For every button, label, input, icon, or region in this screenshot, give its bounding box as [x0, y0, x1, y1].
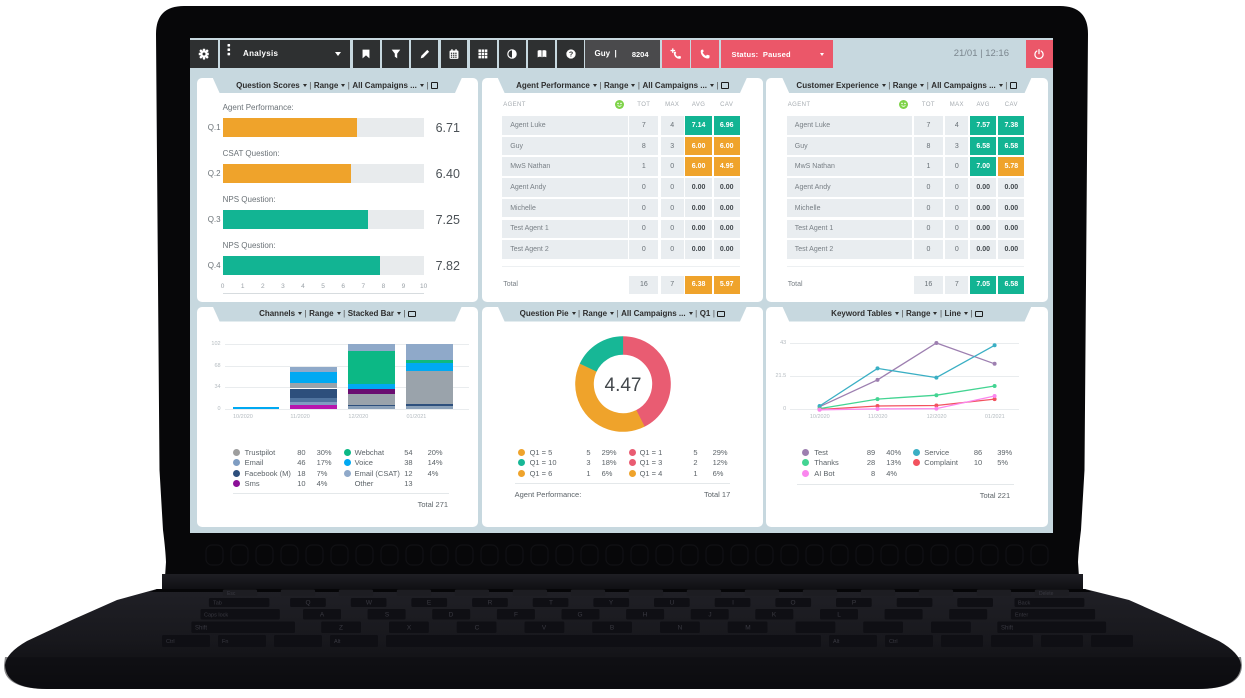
svg-text:O: O [790, 600, 795, 607]
svg-text:Alt: Alt [334, 639, 341, 645]
svg-text:V: V [542, 625, 547, 632]
svg-text:P: P [852, 600, 856, 607]
svg-text:W: W [366, 600, 373, 607]
svg-text:T: T [549, 600, 553, 607]
svg-text:L: L [837, 611, 841, 618]
svg-text:M: M [745, 625, 750, 632]
svg-text:K: K [772, 611, 777, 618]
svg-text:C: C [475, 625, 480, 632]
svg-text:?: ? [569, 50, 573, 58]
svg-text:H: H [643, 611, 648, 618]
svg-text:Shift: Shift [195, 626, 207, 632]
svg-text:Tab: Tab [213, 601, 222, 607]
svg-text:R: R [488, 600, 493, 607]
svg-text:G: G [577, 611, 582, 618]
svg-text:Caps lock: Caps lock [204, 612, 228, 618]
svg-text:Ctrl: Ctrl [166, 639, 175, 645]
svg-text:B: B [610, 625, 614, 632]
svg-text:Alt: Alt [833, 639, 840, 645]
svg-text:Back: Back [1018, 601, 1030, 607]
svg-text:D: D [449, 611, 454, 618]
svg-text:Enter: Enter [1015, 612, 1028, 618]
svg-text:A: A [320, 611, 325, 618]
svg-text:U: U [670, 600, 675, 607]
svg-text:Shift: Shift [1001, 626, 1013, 632]
svg-text:Fn: Fn [222, 639, 228, 645]
svg-text:S: S [385, 611, 390, 618]
svg-text:Q: Q [305, 600, 310, 607]
svg-text:Z: Z [339, 625, 343, 632]
svg-text:Ctrl: Ctrl [889, 639, 898, 645]
svg-text:J: J [708, 611, 711, 618]
svg-text:Delete: Delete [1039, 591, 1054, 597]
svg-text:N: N [678, 625, 683, 632]
svg-text:I: I [732, 600, 734, 607]
svg-text:Esc: Esc [227, 591, 236, 597]
svg-text:X: X [407, 625, 412, 632]
svg-text:4.47: 4.47 [604, 375, 641, 396]
svg-text:F: F [514, 611, 518, 618]
svg-text:E: E [427, 600, 432, 607]
svg-text:Y: Y [609, 600, 614, 607]
